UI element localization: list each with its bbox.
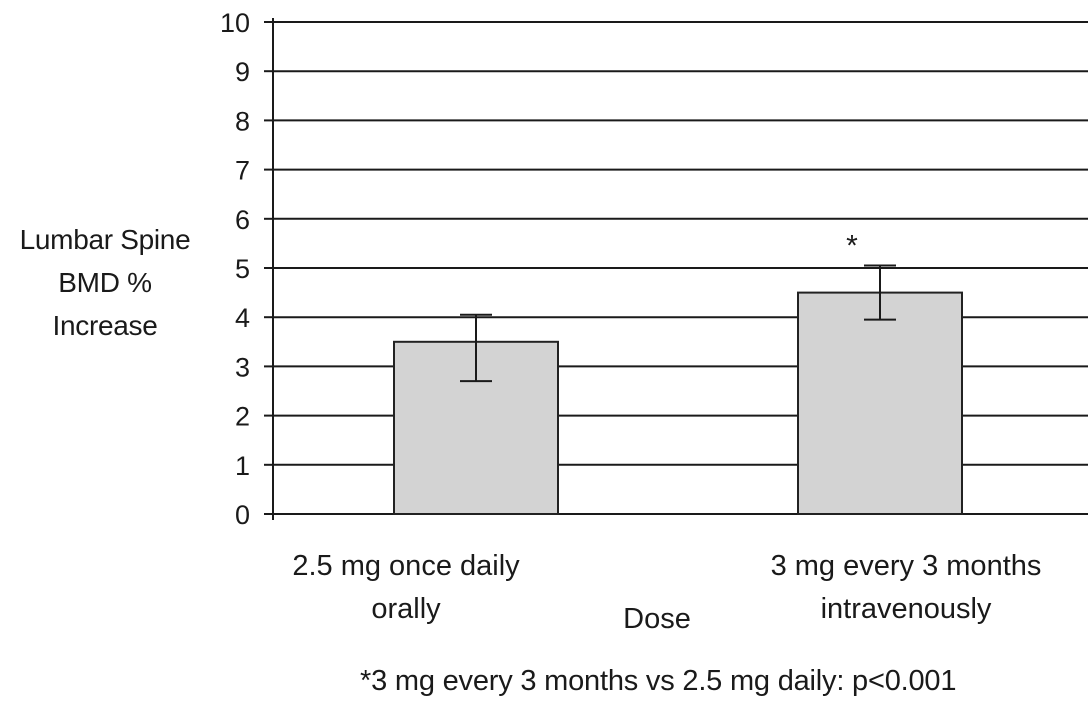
y-tick-label: 2 xyxy=(235,402,250,432)
y-tick-label: 9 xyxy=(235,57,250,87)
y-tick-label: 8 xyxy=(235,106,250,136)
y-tick-label: 7 xyxy=(235,156,250,186)
x-category-label-1-line-1: 2.5 mg once daily xyxy=(292,550,520,582)
bar-2 xyxy=(797,291,963,515)
y-tick-label: 0 xyxy=(235,500,250,530)
y-tick-label: 3 xyxy=(235,352,250,382)
y-tick-label: 4 xyxy=(235,303,250,333)
significance-footnote: *3 mg every 3 months vs 2.5 mg daily: p<… xyxy=(360,665,957,697)
y-axis-label-line-3: Increase xyxy=(52,310,158,341)
y-tick-label: 10 xyxy=(220,8,250,38)
y-axis-label-line-2: BMD % xyxy=(58,267,152,298)
x-category-label-2-line-2: intravenously xyxy=(821,593,992,625)
y-axis-label-line-1: Lumbar Spine xyxy=(19,224,191,255)
y-tick-label: 1 xyxy=(235,451,250,481)
x-category-label-1-line-2: orally xyxy=(371,593,441,625)
x-category-label-2-line-1: 3 mg every 3 months xyxy=(771,550,1042,582)
y-tick-label: 6 xyxy=(235,205,250,235)
y-tick-label: 5 xyxy=(235,254,250,284)
significance-marker: * xyxy=(846,230,858,263)
x-axis-label: Dose xyxy=(623,603,691,635)
y-axis-label: Lumbar Spine BMD % Increase xyxy=(0,218,210,347)
